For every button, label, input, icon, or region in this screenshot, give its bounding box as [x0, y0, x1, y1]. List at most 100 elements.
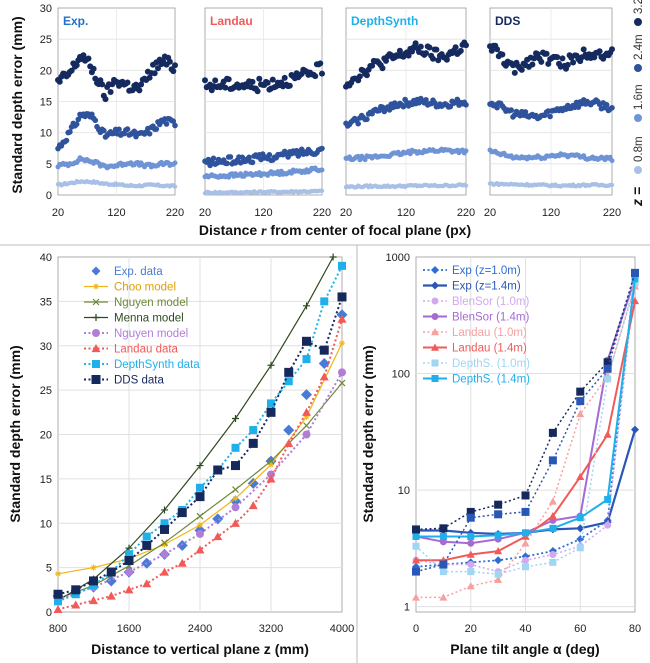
data-point: [591, 54, 598, 61]
y-tick-label: 5: [46, 563, 52, 575]
marker: [92, 360, 100, 368]
data-point: [400, 103, 407, 110]
marker: [494, 570, 502, 578]
marker: [466, 582, 475, 590]
marker: [412, 525, 420, 534]
marker: [160, 567, 169, 576]
legend-label: Exp (z=1.0m): [452, 265, 521, 277]
data-point: [92, 117, 99, 124]
data-point: [249, 159, 256, 166]
legend-marker: [634, 114, 642, 122]
marker: [576, 472, 585, 481]
marker: [231, 443, 240, 452]
legend-label: Exp. data: [114, 266, 163, 278]
bl-series-5: [53, 314, 347, 613]
data-point: [129, 87, 136, 94]
marker: [124, 556, 134, 566]
marker: [412, 593, 420, 601]
marker: [576, 544, 584, 552]
y-tick-label: 0: [46, 607, 52, 619]
legend-entry: Landau (1.0m): [423, 327, 527, 339]
data-point: [225, 76, 232, 83]
x-tick-label: 80: [629, 623, 641, 635]
series-0.8m: [202, 188, 325, 196]
marker: [160, 519, 169, 528]
series-0.8m: [487, 181, 615, 189]
data-point: [457, 47, 464, 54]
br-legend: Exp (z=1.0m) Exp (z=1.4m) BlenSor (1.0m) Bl…: [423, 265, 530, 386]
data-point: [269, 76, 276, 83]
legend-label: Menna model: [114, 313, 184, 325]
y-tick-label: 15: [40, 97, 52, 109]
data-point: [210, 155, 217, 162]
marker: [161, 539, 168, 547]
data-point: [138, 81, 145, 88]
marker: [439, 524, 448, 533]
y-tick-label: 10: [40, 128, 52, 140]
marker: [124, 585, 134, 594]
series-line: [415, 282, 636, 575]
marker: [431, 343, 439, 351]
marker: [302, 407, 311, 416]
x-tick-label: 120: [254, 207, 272, 219]
y-tick-label: 100: [392, 369, 410, 381]
marker: [106, 591, 116, 600]
marker: [439, 532, 447, 540]
x-tick-label: 20: [52, 207, 64, 219]
x-tick-label: 2400: [188, 623, 212, 635]
series-1.6m: [55, 155, 178, 171]
marker: [320, 297, 329, 306]
marker: [89, 595, 98, 605]
marker: [412, 567, 420, 576]
marker: [53, 604, 63, 613]
marker: [431, 328, 439, 336]
marker: [412, 542, 420, 550]
series-1.6m: [487, 147, 615, 164]
marker: [303, 413, 310, 420]
legend-entry: Choo model: [84, 282, 176, 294]
data-point: [412, 40, 419, 47]
marker: [90, 564, 97, 571]
marker: [195, 545, 205, 554]
series-1.6m: [343, 146, 469, 163]
panel-title: DepthSynth: [351, 14, 418, 28]
legend-entry: Nguyen model: [84, 297, 188, 309]
series-2.4m: [55, 111, 178, 152]
marker: [91, 266, 101, 276]
legend-label: 0.8m: [633, 136, 645, 162]
legend-label: Choo model: [114, 282, 176, 294]
legend-label: Nguyen model: [114, 297, 188, 309]
data-point: [170, 118, 177, 124]
data-point: [295, 153, 302, 159]
marker: [467, 561, 475, 569]
data-point: [163, 121, 170, 127]
top-panel-1: Exp.: [55, 7, 178, 196]
x-tick-label: 220: [166, 207, 184, 219]
marker: [232, 415, 239, 423]
data-point: [172, 184, 178, 189]
data-point: [319, 70, 325, 77]
marker: [548, 456, 557, 465]
marker: [284, 377, 293, 386]
data-point: [363, 72, 370, 79]
legend-label: BlenSor (1.0m): [452, 296, 530, 308]
marker: [467, 568, 475, 576]
data-point: [499, 51, 506, 58]
y-tick-label: 40: [40, 252, 52, 264]
top-x-axis-label-var: r: [261, 224, 267, 239]
top-x-axis-label-prefix: Distance: [199, 222, 261, 238]
data-point: [224, 160, 230, 167]
top-y-axis-label: Standard depth error (mm): [9, 16, 25, 193]
series-0.8m: [343, 182, 469, 190]
legend-label: Landau (1.4m): [452, 343, 527, 355]
marker: [631, 275, 639, 283]
marker: [338, 379, 346, 387]
data-point: [146, 131, 153, 137]
top-x-tick-labels: 20 120 220 20 120 220 20 120 220 20 120 220: [52, 207, 621, 219]
marker: [431, 313, 439, 320]
data-point: [396, 47, 403, 54]
data-point: [246, 154, 252, 161]
data-point: [319, 145, 325, 152]
data-point: [534, 51, 541, 58]
marker: [548, 428, 557, 437]
